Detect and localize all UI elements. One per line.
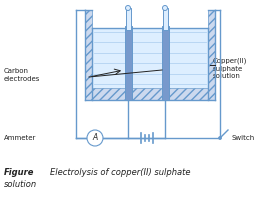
Ellipse shape — [125, 6, 131, 10]
Text: Figure: Figure — [4, 168, 34, 177]
Bar — [163, 8, 168, 30]
Circle shape — [219, 136, 221, 140]
Ellipse shape — [163, 6, 167, 10]
Bar — [208, 10, 215, 100]
Text: Electrolysis of copper(II) sulphate: Electrolysis of copper(II) sulphate — [50, 168, 191, 177]
Text: Ammeter: Ammeter — [4, 135, 36, 141]
Text: Switch: Switch — [232, 135, 255, 141]
Bar — [125, 26, 132, 100]
Circle shape — [87, 130, 103, 146]
Bar — [126, 8, 131, 30]
Bar — [92, 88, 208, 100]
Bar — [92, 28, 208, 88]
Bar — [85, 10, 92, 100]
Text: Copper(II)
sulphate
solution: Copper(II) sulphate solution — [213, 58, 248, 80]
Text: solution: solution — [4, 180, 37, 189]
Bar — [162, 26, 169, 100]
Text: Carbon
electrodes: Carbon electrodes — [4, 68, 40, 82]
Text: A: A — [92, 133, 98, 143]
